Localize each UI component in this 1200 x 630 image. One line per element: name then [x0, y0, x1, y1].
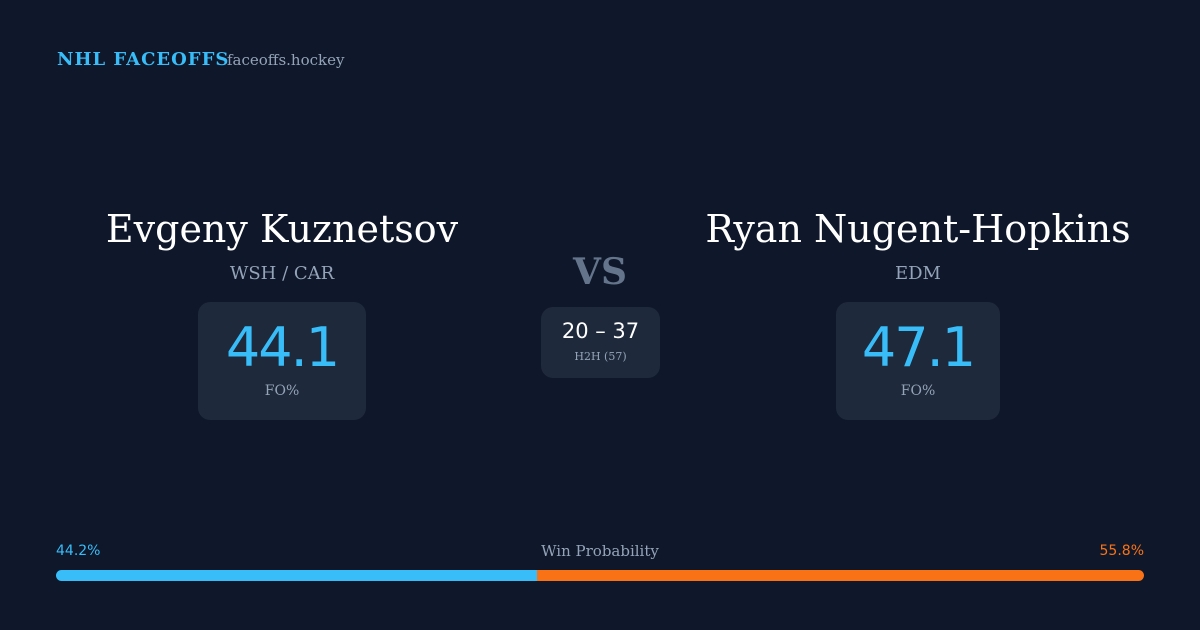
- site-name: faceoffs.hockey: [227, 51, 345, 69]
- stat-label: FO%: [900, 383, 936, 399]
- fo-pct: 44.1: [225, 316, 340, 379]
- win-prob-segment: [536, 570, 1144, 581]
- win-prob-segment: [56, 570, 537, 581]
- versus: VS: [573, 251, 627, 293]
- win-prob-right: 55.8%: [1099, 543, 1144, 559]
- stat-label: FO%: [264, 383, 300, 399]
- h2h-label: H2H (57): [574, 350, 627, 363]
- fo-pct: 47.1: [861, 316, 976, 379]
- player-name: Evgeny Kuznetsov: [105, 207, 459, 251]
- win-prob-left: 44.2%: [56, 543, 101, 559]
- player-teams: WSH / CAR: [229, 263, 335, 284]
- h2h-score: 20 – 37: [561, 319, 640, 343]
- win-prob-label: Win Probability: [541, 542, 659, 560]
- stat-card: 44.1 FO%: [198, 302, 366, 420]
- player-name: Ryan Nugent-Hopkins: [705, 207, 1131, 251]
- player-teams: EDM: [894, 263, 941, 284]
- stat-card: 47.1 FO%: [836, 302, 1000, 420]
- brand-title: NHL FACEOFFS: [57, 49, 230, 70]
- win-prob-bar: [56, 570, 1144, 581]
- h2h-card: 20 – 37 H2H (57): [541, 307, 660, 378]
